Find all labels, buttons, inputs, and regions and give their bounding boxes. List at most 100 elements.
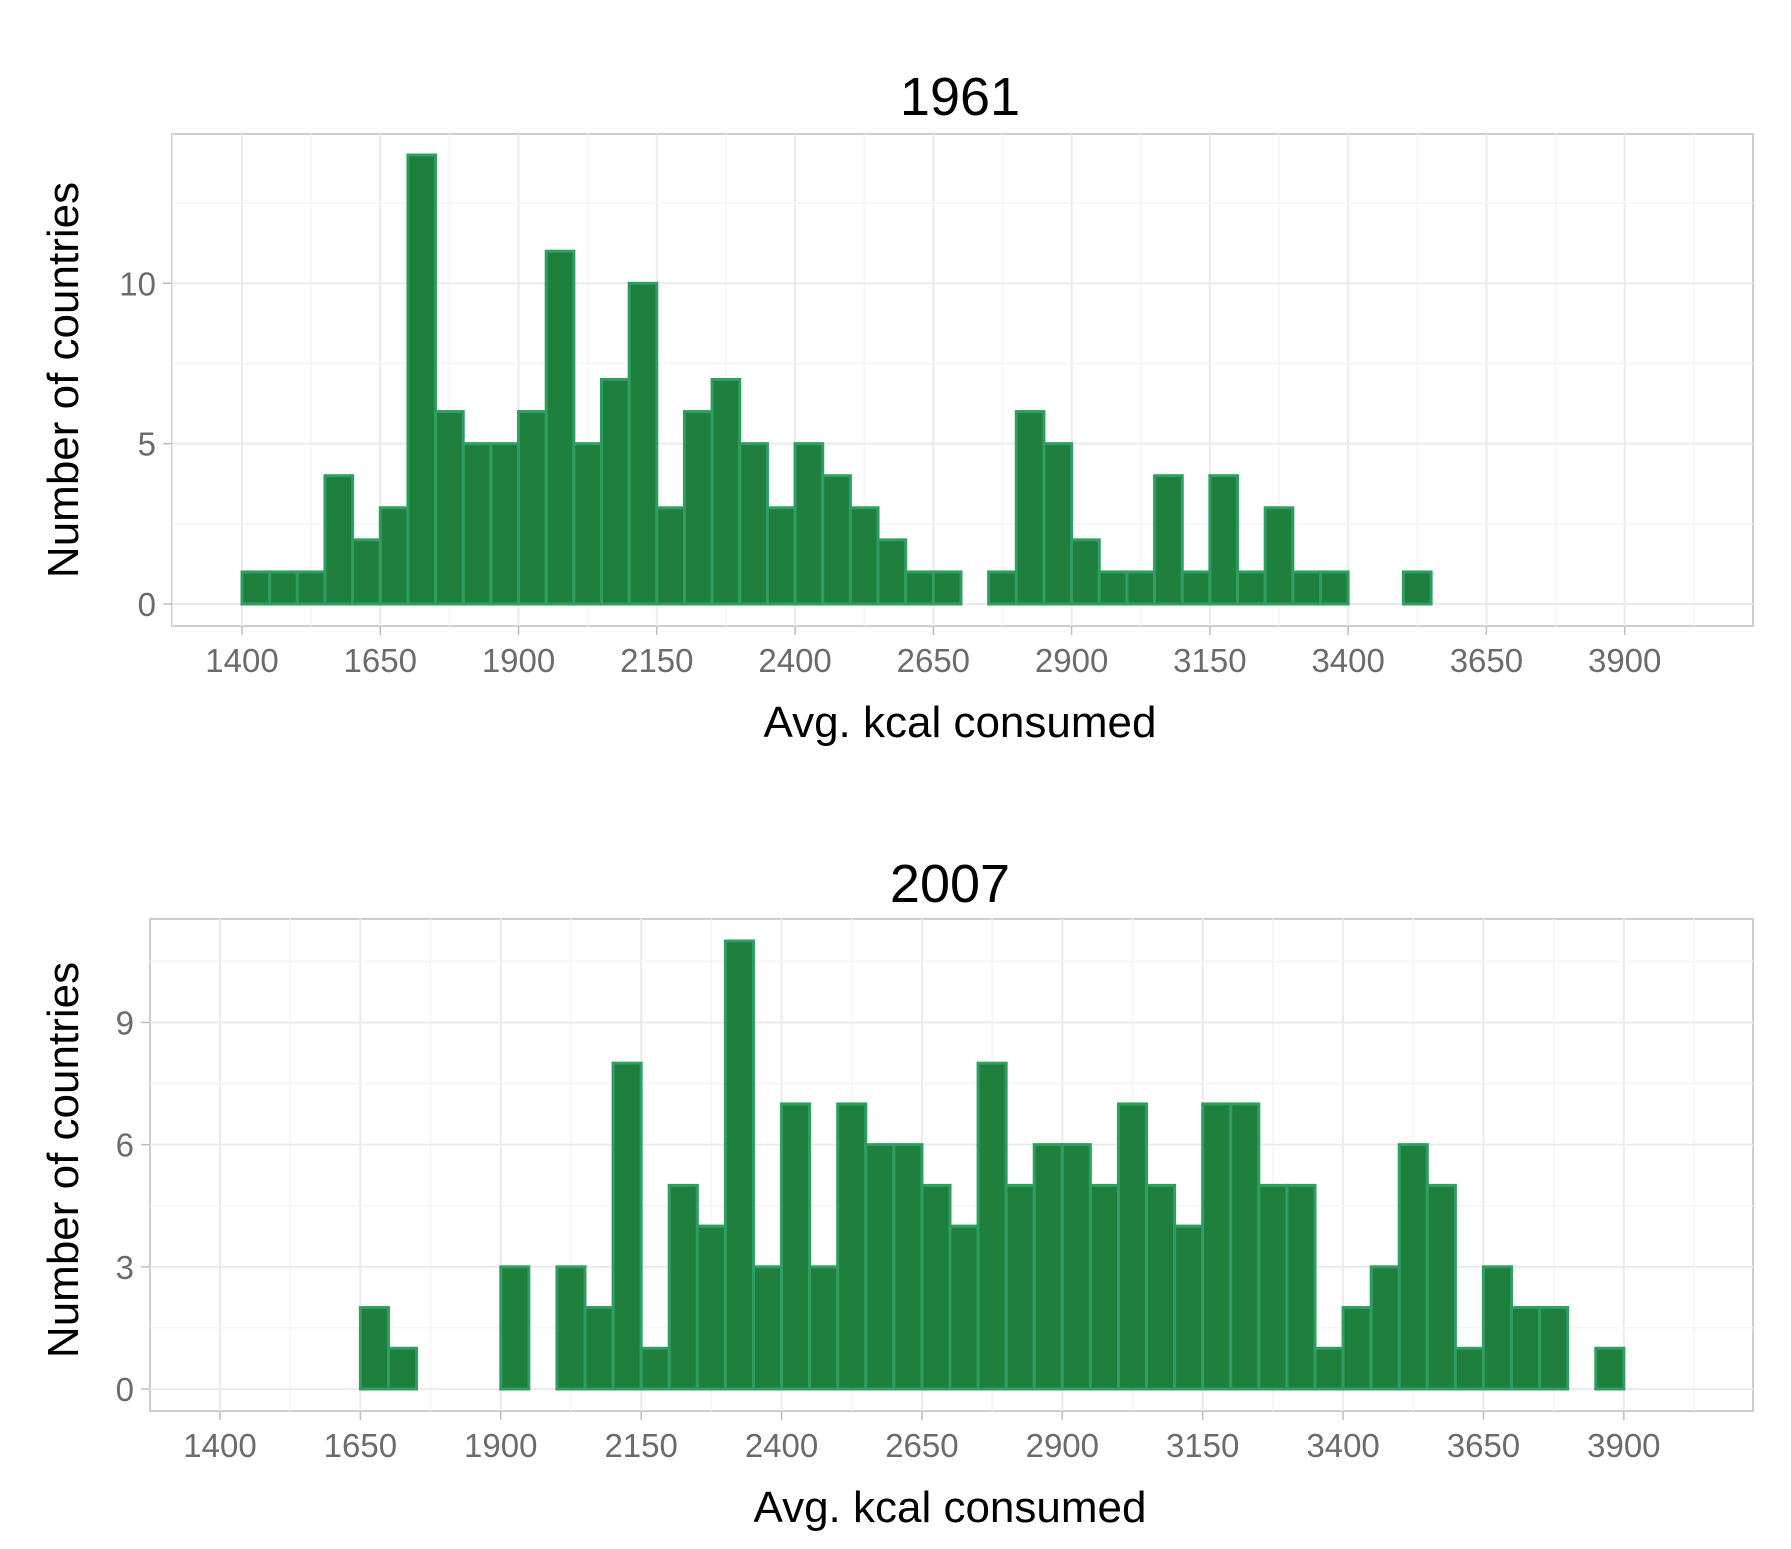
- histogram-bar: [1125, 570, 1157, 606]
- x-tick-label: 3400: [1311, 642, 1384, 679]
- histogram-bar: [1042, 442, 1074, 606]
- x-tick-label: 1650: [344, 642, 417, 679]
- y-tick-label: 3: [116, 1249, 134, 1286]
- x-tick-label: 2150: [620, 642, 693, 679]
- histogram-bar: [517, 410, 548, 606]
- y-tick-label: 6: [116, 1127, 134, 1164]
- y-tick-label: 9: [116, 1004, 134, 1041]
- histogram-bar: [1397, 1143, 1429, 1391]
- plot-panel-1961: [171, 133, 1754, 627]
- histogram-bar: [1236, 570, 1267, 606]
- histogram-bar: [987, 570, 1018, 606]
- histogram-bar: [1313, 1346, 1345, 1391]
- y-axis-1961: 0 5 10: [119, 265, 172, 623]
- chart-title-2007: 2007: [890, 854, 1010, 914]
- y-axis-title-2007: Number of countries: [39, 962, 88, 1358]
- y-tick-label: 0: [138, 586, 156, 623]
- histogram-bar: [1319, 570, 1350, 606]
- histogram-bar: [489, 442, 521, 606]
- histogram-bar: [864, 1143, 896, 1391]
- x-tick-label: 1400: [183, 1427, 256, 1464]
- histogram-bar: [1097, 570, 1129, 606]
- histogram-bar: [461, 442, 493, 606]
- histogram-bar: [1229, 1102, 1261, 1391]
- y-tick-label: 5: [138, 426, 156, 463]
- histogram-bar: [1594, 1346, 1626, 1391]
- histogram-bar: [240, 570, 272, 606]
- histogram-bar: [1014, 410, 1046, 606]
- chart-title-1961: 1961: [900, 67, 1020, 127]
- histogram-bar: [948, 1224, 980, 1391]
- histogram-bar: [808, 1265, 840, 1391]
- histogram-bar: [821, 474, 852, 606]
- histogram-bar: [1369, 1265, 1401, 1391]
- histogram-bar: [1401, 570, 1433, 606]
- histogram-bar: [434, 410, 465, 606]
- histogram-bar: [611, 1061, 643, 1391]
- x-tick-label: 3650: [1450, 642, 1523, 679]
- y-axis-title-1961: Number of countries: [39, 182, 88, 578]
- histogram-bar: [499, 1265, 531, 1391]
- histogram-bar: [555, 1265, 587, 1391]
- histogram-bar: [1208, 474, 1240, 606]
- histogram-bar: [892, 1143, 924, 1391]
- histogram-bar: [780, 1102, 812, 1391]
- x-tick-label: 3150: [1166, 1427, 1239, 1464]
- histogram-bar: [920, 1183, 952, 1391]
- histogram-bar: [1116, 1102, 1149, 1391]
- histogram-bar: [1180, 570, 1212, 606]
- y-axis-2007: 0 3 6 9: [116, 1004, 150, 1408]
- histogram-bar: [655, 506, 686, 606]
- histogram-bar: [793, 442, 825, 606]
- histogram-bar: [876, 538, 908, 606]
- histogram-bar: [751, 1265, 784, 1391]
- x-tick-label: 1400: [205, 642, 278, 679]
- x-tick-label: 2650: [885, 1427, 958, 1464]
- histogram-bar: [1173, 1224, 1205, 1391]
- x-tick-label: 2150: [604, 1427, 677, 1464]
- histogram-bar: [600, 378, 631, 606]
- histogram-bar: [1285, 1183, 1317, 1391]
- histogram-bar: [667, 1183, 699, 1391]
- x-tick-label: 2400: [745, 1427, 818, 1464]
- histogram-bar: [836, 1102, 868, 1391]
- histogram-bar: [1153, 474, 1184, 606]
- histogram-bar: [1004, 1183, 1036, 1391]
- histogram-bar: [544, 249, 576, 606]
- histogram-bar: [1341, 1306, 1373, 1391]
- histogram-bar: [1538, 1306, 1570, 1391]
- histogram-bar: [1425, 1183, 1457, 1391]
- histogram-bar: [695, 1224, 727, 1391]
- histogram-bar: [1481, 1265, 1514, 1391]
- x-tick-label: 3400: [1306, 1427, 1379, 1464]
- x-axis-2007: 1400 1650 1900 2150 2400 2650 2900 3150 3400 3650…: [183, 1411, 1661, 1464]
- histogram-bar: [976, 1061, 1008, 1391]
- histogram-bar: [723, 939, 755, 1391]
- histogram-bar: [386, 1346, 419, 1391]
- y-tick-label: 10: [119, 265, 156, 302]
- x-tick-label: 2400: [758, 642, 831, 679]
- histogram-bar: [1060, 1143, 1092, 1391]
- histogram-bar: [1070, 538, 1101, 606]
- histogram-bar: [904, 570, 935, 606]
- histogram-bar: [295, 570, 327, 606]
- histogram-bar: [1088, 1183, 1120, 1391]
- x-tick-label: 1900: [464, 1427, 537, 1464]
- x-tick-label: 3900: [1587, 1427, 1660, 1464]
- bars-1961: [240, 153, 1433, 606]
- histogram-bar: [268, 570, 299, 606]
- histogram-bar: [358, 1306, 390, 1391]
- histogram-bar: [931, 570, 963, 606]
- histogram-bar: [848, 506, 880, 606]
- histogram-bar: [378, 506, 410, 606]
- histogram-bar: [583, 1306, 615, 1391]
- plot-panel-2007: [149, 918, 1754, 1412]
- histogram-1961: 1961 1400 1650 1900 2150 2400 2650 2900 3150 340…: [39, 67, 1754, 747]
- x-axis-title-1961: Avg. kcal consumed: [764, 698, 1157, 747]
- x-tick-label: 1650: [324, 1427, 397, 1464]
- x-axis-1961: 1400 1650 1900 2150 2400 2650 2900 3150 3400 3650…: [205, 626, 1661, 679]
- histogram-bar: [323, 474, 355, 606]
- x-tick-label: 2900: [1035, 642, 1108, 679]
- histogram-bar: [1201, 1102, 1233, 1391]
- y-tick-label: 0: [116, 1371, 134, 1408]
